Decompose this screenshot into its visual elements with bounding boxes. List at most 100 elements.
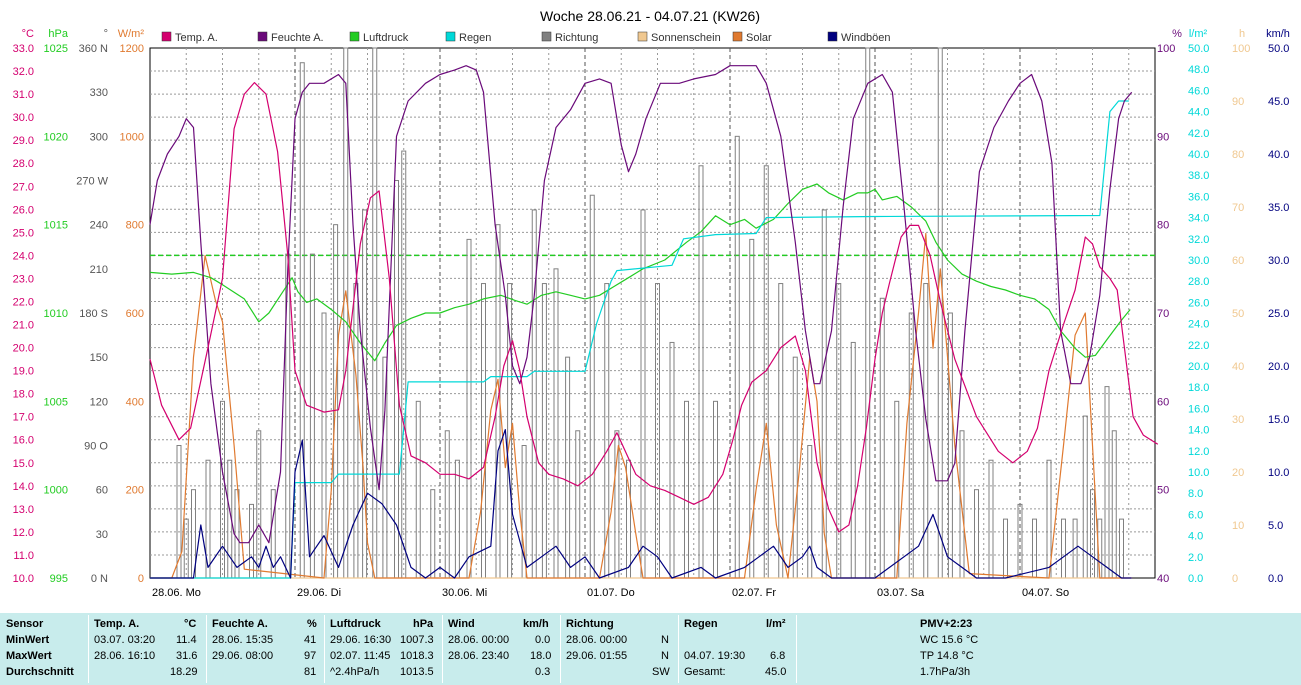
left-axis-tick: 1200 (120, 43, 144, 55)
left-axis-tick: 0 (138, 573, 144, 585)
right-axis-tick: 4.0 (1188, 531, 1203, 543)
press-min-time: 29.06. 16:30 (330, 634, 392, 646)
right-axis-tick: 35.0 (1268, 202, 1289, 214)
left-axis-tick: 1000 (44, 485, 68, 497)
x-tick-label: 03.07. Sa (877, 587, 925, 599)
stats-table: Sensor MinWert MaxWert Durchschnitt Temp… (0, 613, 1301, 685)
left-axis-tick: 150 (90, 352, 108, 364)
right-axis-unit-3: km/h (1266, 28, 1290, 40)
right-axis-tick: 80 (1157, 220, 1169, 232)
left-axis-tick: 13.0 (13, 504, 34, 516)
hum-min-value: 41 (304, 634, 317, 646)
right-axis-tick: 40.0 (1268, 149, 1289, 161)
rain-unit: l/m² (766, 618, 786, 630)
right-axis-tick: 38.0 (1188, 170, 1209, 182)
left-axis-tick: 26.0 (13, 204, 34, 216)
left-axis-tick: 120 (90, 396, 108, 408)
left-axis-tick: 800 (126, 220, 144, 232)
left-axis-tick: 400 (126, 396, 144, 408)
left-axis-tick: 25.0 (13, 227, 34, 239)
right-axis-tick: 6.0 (1188, 509, 1203, 521)
left-axis-unit-3: W/m² (118, 28, 145, 40)
legend-swatch-1 (257, 31, 268, 42)
legend-swatch-3 (445, 31, 456, 42)
rain-header: Regen (684, 618, 718, 630)
x-tick-label: 28.06. Mo (152, 587, 201, 599)
left-axis-tick: 30 (96, 529, 108, 541)
max-row-label: MaxWert (6, 650, 52, 662)
right-axis-tick: 70 (1157, 308, 1169, 320)
left-axis-tick: 180 S (79, 308, 108, 320)
left-axis-tick: 31.0 (13, 89, 34, 101)
series-line-gust (150, 429, 1132, 579)
right-axis-tick: 0.0 (1268, 573, 1283, 585)
wind-unit: km/h (523, 618, 549, 630)
press-max-value: 1018.3 (400, 650, 434, 662)
left-axis-tick: 995 (50, 573, 68, 585)
x-axis-ticks: 28.06. Mo 29.06. Di 30.06. Mi 01.07. Do 02.0… (152, 587, 1069, 599)
right-axis-tick: 46.0 (1188, 85, 1209, 97)
dir-min-value: N (661, 634, 669, 646)
series-line-hum (149, 65, 1133, 544)
hum-min-time: 28.06. 15:35 (212, 634, 274, 646)
left-axis-tick: 270 W (76, 176, 108, 188)
right-axis-tick: 26.0 (1188, 297, 1209, 309)
left-axis-tick: 1000 (120, 131, 144, 143)
dir-min-time: 28.06. 00:00 (566, 634, 628, 646)
right-axis-tick: 40.0 (1188, 149, 1209, 161)
series-line-rain (150, 100, 1129, 579)
temp-header: Temp. A. (94, 618, 140, 630)
x-tick-label: 04.07. So (1022, 587, 1069, 599)
press-unit: hPa (413, 618, 434, 630)
table-separator (88, 615, 89, 683)
hum-max-time: 29.06. 08:00 (212, 650, 274, 662)
pmv-tp: TP 14.8 °C (920, 650, 974, 662)
table-separator (324, 615, 325, 683)
weather-chart: Woche 28.06.21 - 04.07.21 (KW26) Temp. A… (13, 8, 1290, 599)
left-axis-tick: 1015 (44, 220, 68, 232)
rain-max-value: 6.8 (770, 650, 786, 662)
left-axis-tick: 21.0 (13, 320, 34, 332)
right-axis-tick: 0 (1232, 573, 1238, 585)
left-axis-tick: 22.0 (13, 296, 34, 308)
right-axis-tick: 16.0 (1188, 403, 1209, 415)
table-separator (796, 615, 797, 683)
legend-swatch-4 (541, 31, 552, 42)
x-tick-label: 02.07. Fr (732, 587, 776, 599)
right-axis-tick: 50.0 (1188, 43, 1209, 55)
right-axis-tick: 0.0 (1188, 573, 1203, 585)
right-axis-tick: 24.0 (1188, 319, 1209, 331)
left-axis-tick: 90 O (84, 441, 108, 453)
legend-swatch-7 (827, 31, 838, 42)
legend-swatch-6 (732, 31, 743, 42)
series-line-solar (150, 232, 1132, 579)
right-axis-tick: 25.0 (1268, 308, 1289, 320)
table-separator (442, 615, 443, 683)
legend-label-3: Regen (459, 32, 491, 44)
legend-label-5: Sonnenschein (651, 32, 721, 44)
right-axis-tick: 100 (1157, 43, 1175, 55)
legend-swatch-5 (637, 31, 648, 42)
legend-swatch-2 (349, 31, 360, 42)
plot-area (149, 47, 1156, 579)
legend: Temp. A. Feuchte A. Luftdruck Regen Richtung… (161, 31, 891, 44)
legend-label-4: Richtung (555, 32, 598, 44)
right-axis-tick: 36.0 (1188, 191, 1209, 203)
right-axis-tick: 34.0 (1188, 213, 1209, 225)
right-axis-tick: 70 (1232, 202, 1244, 214)
left-axis-tick: 33.0 (13, 43, 34, 55)
temp-unit: °C (184, 618, 197, 630)
left-axis-tick: 330 (90, 87, 108, 99)
pmv-trend: 1.7hPa/3h (920, 666, 971, 678)
right-axis-tick: 30.0 (1268, 255, 1289, 267)
legend-label-2: Luftdruck (363, 32, 409, 44)
right-axis-tick: 8.0 (1188, 488, 1203, 500)
right-axis-tick: 10.0 (1188, 467, 1209, 479)
left-axis-tick: 29.0 (13, 135, 34, 147)
right-axis-tick: 2.0 (1188, 552, 1203, 564)
right-axis-tick: 10.0 (1268, 467, 1289, 479)
left-axis-tick: 11.0 (13, 550, 34, 562)
left-axis-tick: 23.0 (13, 273, 34, 285)
left-axis-tick: 1020 (44, 131, 68, 143)
left-axis-unit-2: ° (104, 28, 108, 40)
